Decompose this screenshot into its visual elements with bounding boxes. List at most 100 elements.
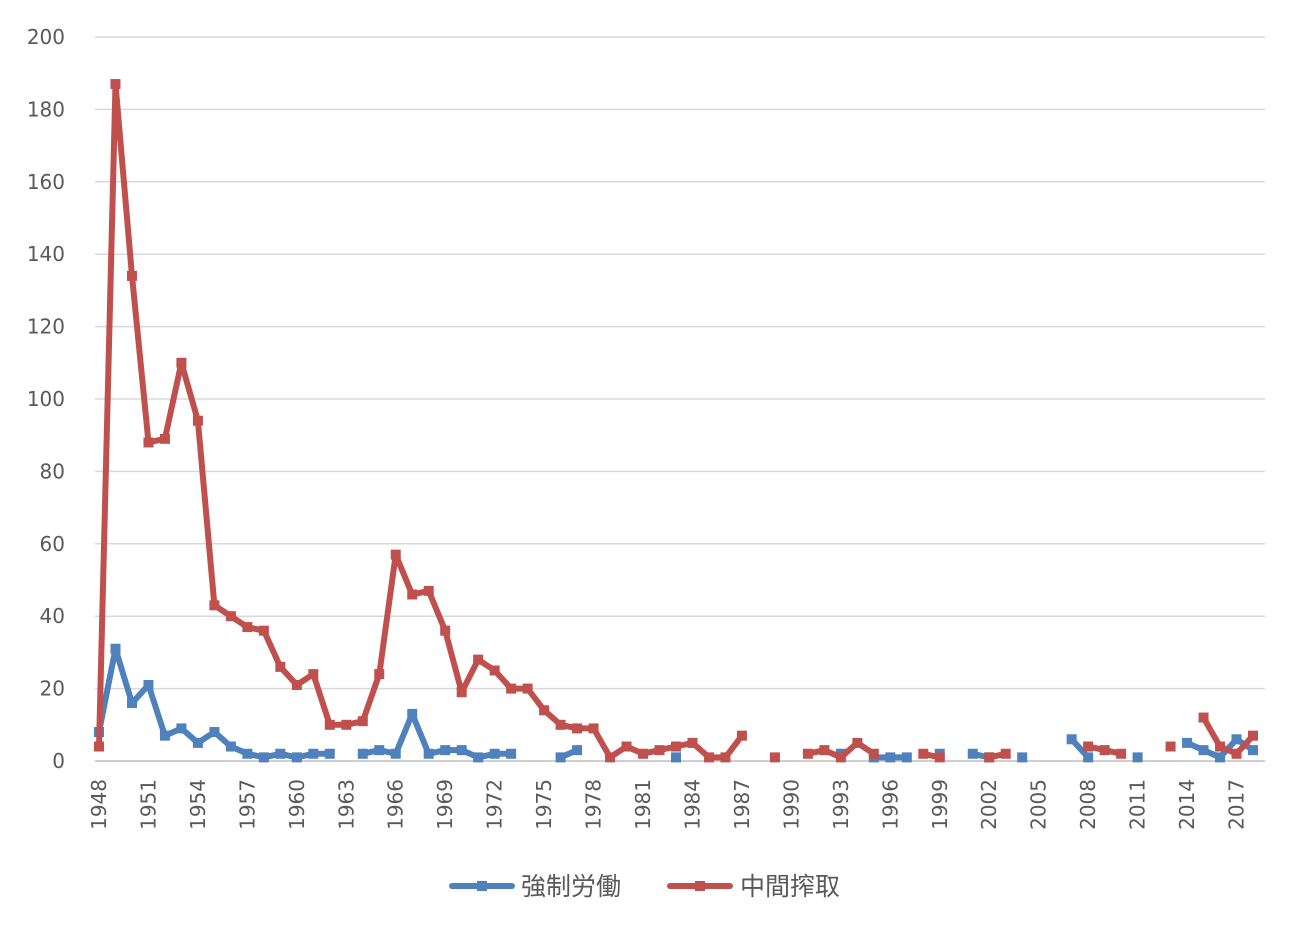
data-point [506,683,517,694]
x-tick-label: 1972 [483,779,507,830]
data-point [407,589,418,600]
data-point [967,748,978,759]
y-tick-label: 60 [40,532,65,556]
data-point [489,748,500,759]
data-point [588,723,599,734]
data-point [275,748,286,759]
data-point [671,741,681,752]
data-point [440,745,451,756]
data-point [885,752,896,763]
data-point [1198,712,1209,723]
y-tick-label: 140 [27,242,65,266]
x-tick-label: 1954 [186,779,210,830]
data-point [769,752,780,763]
data-point [572,723,583,734]
data-point [209,727,220,738]
data-point [291,679,302,690]
data-point [1165,741,1176,752]
data-point [1248,730,1258,741]
data-point [110,79,121,90]
data-point [258,625,269,636]
data-point [126,270,137,281]
y-tick-label: 40 [40,604,65,628]
data-point [1248,745,1258,756]
data-point [1083,741,1094,752]
data-point [671,752,681,763]
series-line [1200,714,1256,757]
data-point [1215,752,1226,763]
y-tick-label: 160 [27,170,65,194]
data-point [819,745,830,756]
data-point [374,745,385,756]
data-point [357,716,368,727]
data-point [473,752,484,763]
data-point [192,737,203,748]
x-tick-label: 1987 [730,779,754,830]
data-point [868,748,879,759]
data-point [341,719,352,730]
data-point [555,719,566,730]
data-point [242,622,253,633]
data-point [357,748,368,759]
x-tick-label: 2011 [1126,779,1150,830]
data-point [1000,748,1011,759]
x-tick-label: 1948 [87,779,111,830]
data-point [225,741,236,752]
series-2 [94,79,1258,763]
x-tick-label: 1984 [680,779,704,830]
data-point [423,748,434,759]
data-point [1231,748,1242,759]
data-point [143,437,154,448]
data-point [390,748,401,759]
legend-label: 強制労働 [521,872,621,901]
data-point [291,752,302,763]
y-tick-label: 120 [27,315,65,339]
x-tick-label: 2002 [977,779,1001,830]
legend-swatch-marker [477,881,487,891]
data-point [473,654,484,665]
x-tick-label: 2014 [1175,779,1199,830]
data-point [143,679,154,690]
data-point [1099,745,1110,756]
y-axis-ticks: 0 20 40 60 80 100 120 140 160 180 200 [27,25,65,773]
data-point [572,745,583,756]
data-point [621,741,632,752]
data-point [407,708,418,719]
data-point [308,669,319,680]
x-tick-label: 1966 [384,779,408,830]
x-tick-label: 1999 [928,779,952,830]
series-line [96,81,745,761]
data-point [984,752,995,763]
x-tick-label: 1969 [433,779,457,830]
y-tick-label: 80 [40,459,65,483]
data-point [1215,741,1226,752]
x-tick-label: 2017 [1225,779,1249,830]
legend-label: 中間搾取 [740,872,840,901]
x-tick-label: 1990 [779,779,803,830]
y-tick-label: 100 [27,387,65,411]
x-tick-label: 2005 [1027,779,1051,830]
data-point [522,683,533,694]
data-point [687,737,698,748]
data-point [1066,734,1077,745]
grid-lines [95,36,1265,762]
data-point [901,752,912,763]
data-point [258,752,269,763]
x-tick-label: 1993 [829,779,853,830]
x-tick-label: 1951 [136,779,160,830]
data-point [225,611,236,622]
data-point [176,357,187,368]
data-point [703,752,714,763]
legend-item-2: 中間搾取 [667,872,840,901]
x-axis-ticks: 1948 1951 1954 1957 1960 1963 1966 1969 1972 1975… [87,779,1249,830]
data-point [308,748,319,759]
data-point [440,625,451,636]
data-point [110,643,121,654]
legend-swatch-marker [695,881,705,891]
data-point [605,752,616,763]
x-tick-label: 1960 [285,779,309,830]
data-point [242,748,253,759]
legend-item-1: 強制労働 [449,872,621,901]
